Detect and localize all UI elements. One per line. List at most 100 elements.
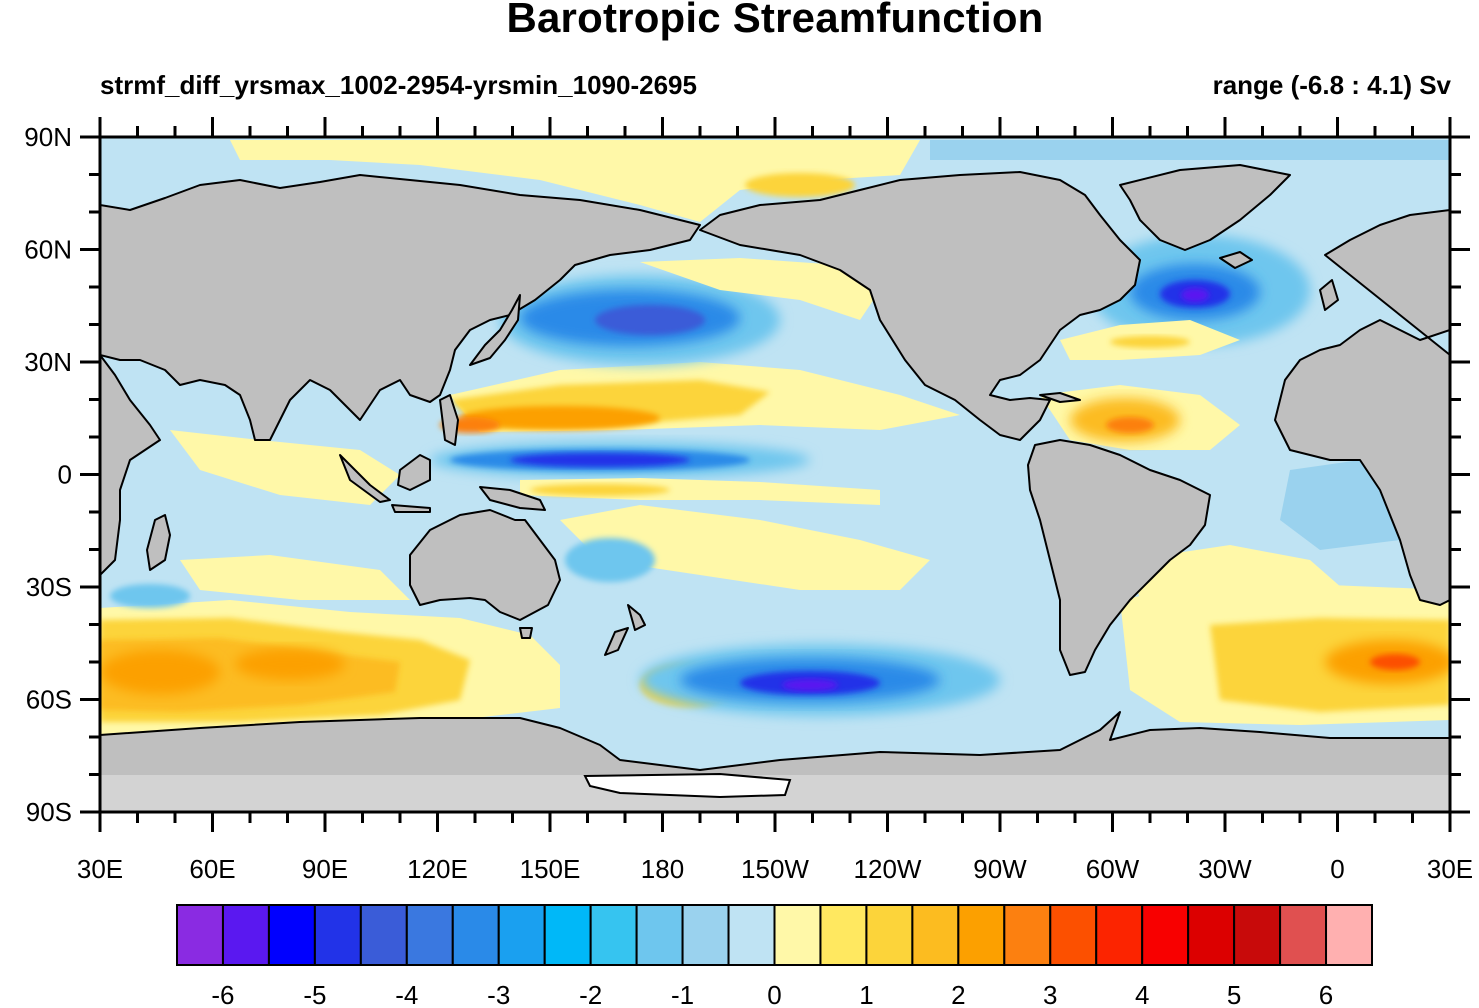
field-south-atlantic-core (1370, 654, 1420, 670)
field-s-equatorial-gold (530, 484, 670, 496)
colorbar-swatch (221, 904, 270, 966)
field-indian-blue-patch (110, 584, 190, 608)
map-panel (100, 137, 1450, 812)
field-s-pacific-blue-core (782, 679, 838, 691)
colorbar-label: 2 (951, 980, 965, 1008)
land-north-america (699, 171, 1141, 441)
colorbar: -6 -5 -4 -3 -2 -1 0 1 2 3 4 5 6 (176, 904, 1373, 1008)
colorbar-swatch (1095, 904, 1144, 966)
colorbar-swatch (1187, 904, 1236, 966)
colorbar-label: 4 (1135, 980, 1149, 1008)
colorbar-swatch (313, 904, 362, 966)
land-new-zealand-north (627, 604, 646, 631)
field-arctic-positive (230, 140, 920, 222)
land-cuba (1039, 392, 1081, 403)
colorbar-swatch (635, 904, 684, 966)
field-indian-south-yellow (180, 555, 410, 600)
colorbar-swatch (405, 904, 454, 966)
lat-label: 90S (26, 797, 72, 827)
lon-label: 120E (407, 854, 468, 884)
land-iceland (1219, 251, 1253, 269)
land-tasmania (519, 627, 533, 639)
field-arctic-orange (745, 173, 855, 197)
field-n-pacific-subpolar-yellow (640, 258, 880, 320)
lon-label: 30E (77, 854, 123, 884)
colorbar-label: -6 (211, 980, 234, 1008)
field-south-indian-core2 (235, 648, 345, 680)
colorbar-label: 6 (1319, 980, 1333, 1008)
lat-label: 60N (24, 235, 72, 265)
land-eurasia-africa-west (100, 174, 701, 441)
field-south-indian-core1 (100, 650, 220, 694)
axis-ticks (80, 117, 1470, 832)
land-madagascar (146, 514, 171, 571)
field-s-atlantic-subtropical-yellow (1130, 545, 1350, 600)
lon-label: 150W (741, 854, 809, 884)
lon-label: 90E (302, 854, 348, 884)
lon-label: 30E (1427, 854, 1473, 884)
colorbar-swatch (176, 904, 224, 966)
land-greenland (1119, 164, 1291, 251)
colorbar-label: 1 (859, 980, 873, 1008)
colorbar-swatch (451, 904, 500, 966)
colorbar-swatch (267, 904, 316, 966)
field-arctic-cyan (930, 140, 1450, 160)
colorbar-swatch (681, 904, 730, 966)
field-s-pacific-blue-patch (565, 538, 655, 582)
colorbar-label: 5 (1227, 980, 1241, 1008)
lat-label: 30S (26, 572, 72, 602)
field-s-pacific-yellow (560, 505, 930, 590)
field-n-subtropical-orange (460, 406, 660, 430)
land-new-guinea (479, 486, 546, 511)
colorbar-swatch (1003, 904, 1052, 966)
colorbar-swatch (865, 904, 914, 966)
colorbar-swatch (957, 904, 1006, 966)
lon-label: 120W (854, 854, 922, 884)
land-borneo (397, 454, 431, 491)
colorbar-swatch (543, 904, 592, 966)
colorbar-swatch (1049, 904, 1098, 966)
land-africa-east (100, 354, 161, 576)
land-sumatra (339, 454, 391, 503)
colorbar-label: 3 (1043, 980, 1057, 1008)
land-europe-africa-east (1274, 209, 1450, 606)
colorbar-label: -1 (671, 980, 694, 1008)
field-equatorial-blue-inner (510, 453, 690, 467)
colorbar-label: -5 (303, 980, 326, 1008)
colorbar-swatch (819, 904, 868, 966)
field-atlantic-tropical-core (1106, 417, 1154, 433)
colorbar-swatch (359, 904, 408, 966)
lat-label: 0 (58, 460, 72, 490)
land-australia (409, 509, 561, 621)
lon-label: 30W (1198, 854, 1252, 884)
field-n-atlantic-blue-core (1181, 288, 1209, 302)
plot-subtitle-left: strmf_diff_yrsmax_1002-2954-yrsmin_1090-… (100, 70, 697, 100)
field-shading (100, 140, 1450, 735)
colorbar-swatch (727, 904, 776, 966)
plot-subtitle-right: range (-6.8 : 4.1) Sv (1212, 70, 1451, 100)
colorbar-swatch (773, 904, 822, 966)
lon-label: 60E (189, 854, 235, 884)
colorbar-label: -2 (579, 980, 602, 1008)
field-n-pacific-blue-inner (595, 305, 705, 335)
colorbar-swatch (1279, 904, 1328, 966)
land-philippines (439, 394, 459, 446)
lat-label: 90N (24, 122, 72, 152)
lon-label: 60W (1086, 854, 1140, 884)
field-indian-yellow (170, 430, 400, 505)
colorbar-swatch (589, 904, 638, 966)
colorbar-label: -3 (487, 980, 510, 1008)
land-uk (1319, 279, 1339, 311)
colorbar-swatch (1141, 904, 1190, 966)
colorbar-swatch (497, 904, 546, 966)
lon-label: 0 (1330, 854, 1344, 884)
colorbar-swatch (1325, 904, 1373, 966)
field-gulf-stream-gold (1110, 336, 1190, 348)
colorbar-swatch (911, 904, 960, 966)
lon-label: 180 (641, 854, 684, 884)
colorbar-label: -4 (395, 980, 418, 1008)
plot-title: Barotropic Streamfunction (506, 0, 1044, 41)
colorbar-label: 0 (767, 980, 781, 1008)
